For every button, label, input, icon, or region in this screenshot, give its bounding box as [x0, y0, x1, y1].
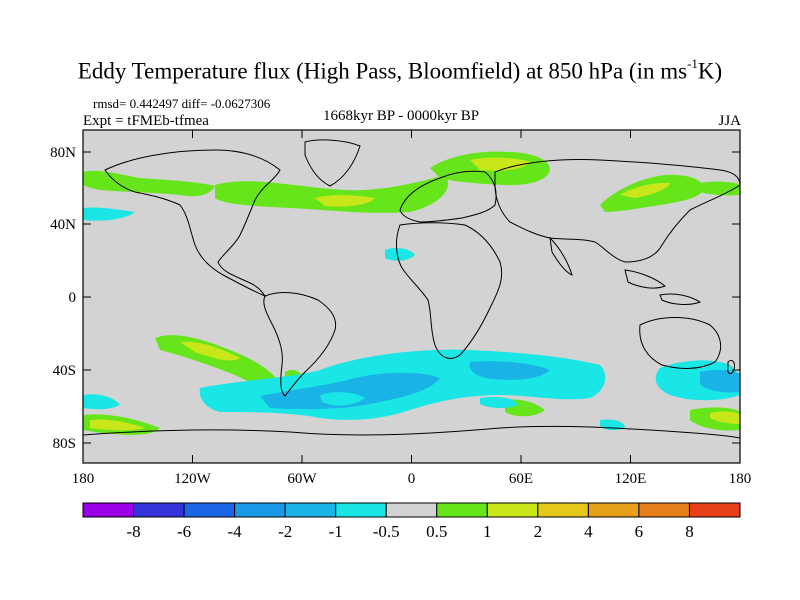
canada-band — [83, 170, 215, 197]
map-background — [83, 130, 740, 463]
longitude-axis: 180 120W 60W 0 60E 120E 180 — [72, 130, 752, 487]
indian-ocean-core — [469, 361, 550, 380]
colorbar-swatch — [486, 502, 539, 518]
colorbar-swatch — [436, 502, 488, 518]
colorbar-label: -8 — [126, 522, 140, 541]
colorbar: -8 -6 -4 -2 -1 -0.5 0.5 1 2 4 6 8 — [82, 502, 741, 541]
colorbar-swatch — [133, 502, 185, 518]
coastlines — [83, 139, 740, 439]
colorbar-label: -2 — [278, 522, 292, 541]
colorbar-swatch — [638, 502, 690, 518]
lon-label: 60E — [509, 471, 533, 487]
lon-label: 120E — [615, 471, 647, 487]
colorbar-swatch — [385, 502, 438, 518]
south-atlantic-negative — [480, 396, 518, 408]
east-pacific-south-negative — [320, 392, 365, 406]
lon-label: 120W — [174, 471, 212, 487]
ross-sea-core — [710, 411, 740, 424]
lon-label: 60W — [287, 471, 317, 487]
flux-field — [83, 139, 740, 439]
sw-pacific-south-core — [90, 419, 145, 431]
period-label: 1668kyr BP - 0000kyr BP — [323, 108, 480, 124]
colorbar-label: -0.5 — [373, 522, 400, 541]
north-atlantic-band — [215, 175, 449, 213]
colorbar-swatch — [183, 502, 236, 518]
colorbar-swatch — [688, 502, 741, 518]
lat-label: 80S — [53, 436, 76, 452]
colorbar-label: 8 — [685, 522, 694, 541]
colorbar-label: 0.5 — [426, 522, 447, 541]
colorbar-label: 4 — [584, 522, 593, 541]
lat-label: 40N — [50, 217, 76, 233]
southern-ocean-core — [260, 372, 440, 410]
sw-pacific-negative — [83, 394, 120, 410]
north-atlantic-core — [315, 194, 375, 207]
colorbar-swatch — [537, 502, 589, 518]
colorbar-label: -1 — [329, 522, 343, 541]
lat-label: 40S — [53, 363, 76, 379]
experiment-label: Expt = tFMEb-tfmea — [83, 113, 209, 129]
barents-core — [470, 157, 530, 171]
lon-label: 0 — [408, 471, 416, 487]
lon-label: 180 — [729, 471, 752, 487]
lon-label: 180 — [72, 471, 95, 487]
siberia-pacific-core — [620, 182, 670, 198]
lat-label: 0 — [69, 290, 77, 306]
colorbar-swatch — [284, 502, 337, 518]
colorbar-swatch — [335, 502, 387, 518]
latitude-axis: 80N 40N 0 40S 80S — [50, 145, 740, 452]
rmsd-diff-stats: rmsd= 0.442497 diff= -0.0627306 — [93, 96, 271, 111]
lat-label: 80N — [50, 145, 76, 161]
west-pacific-band — [700, 181, 740, 196]
colorbar-label: 6 — [635, 522, 644, 541]
colorbar-swatch — [234, 502, 286, 518]
south-pacific-core — [180, 341, 240, 361]
chart-title: Eddy Temperature flux (High Pass, Bloomf… — [77, 56, 723, 84]
season-label: JJA — [718, 113, 741, 129]
colorbar-label: 2 — [534, 522, 543, 541]
colorbar-label: 1 — [483, 522, 492, 541]
south-pacific-band — [155, 335, 280, 388]
colorbar-label: -4 — [228, 522, 243, 541]
colorbar-swatch — [82, 502, 135, 518]
tasman-negative-core — [700, 369, 740, 393]
colorbar-swatch — [587, 502, 640, 518]
north-atlantic-negative — [83, 207, 135, 221]
mid-atlantic-negative — [385, 247, 415, 261]
colorbar-label: -6 — [177, 522, 191, 541]
